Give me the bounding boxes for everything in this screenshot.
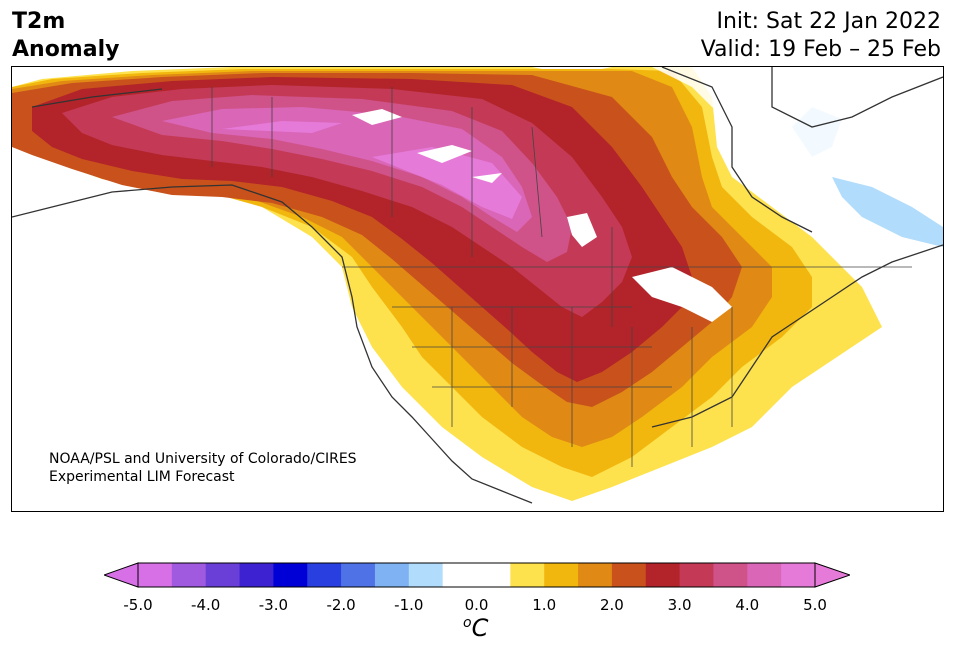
colorbar-tick-label: 5.0 [803,596,827,614]
colorbar-cell [645,563,681,587]
unit-degree: o [463,615,472,631]
colorbar-cell [544,563,579,587]
map-canvas [12,67,943,511]
colorbar-cell [679,563,714,587]
title-line-2: Anomaly [12,37,120,62]
colorbar-units: oC [463,614,488,642]
colorbar-cell [171,563,207,587]
colorbar-tick-labels: -5.0 -4.0 -3.0 -2.0 -1.0 0.0 1.0 2.0 3.0 4.0 5.0 [0,596,953,616]
colorbar-tick-label: 1.0 [532,596,557,614]
init-date: Init: Sat 22 Jan 2022 [716,9,941,34]
colorbar-cell [713,563,748,587]
colorbar-cell [239,563,274,587]
colorbar-tick-label: 4.0 [735,596,760,614]
colorbar-cell [611,563,647,587]
colorbar-cell [205,563,241,587]
valid-date-range: Valid: 19 Feb – 25 Feb [700,37,941,62]
credit-line-2: Experimental LIM Forecast [49,469,235,485]
colorbar-cell [476,563,511,587]
colorbar-cell [374,563,410,587]
colorbar-extend-high [814,562,850,588]
colorbar-cell [442,563,477,587]
anomaly-map: NOAA/PSL and University of Colorado/CIRE… [11,66,944,512]
colorbar-cell [747,563,782,587]
colorbar-cell [273,563,308,587]
title-line-1: T2m [12,9,66,34]
colorbar-tick-label: -1.0 [394,596,424,614]
forecast-dates: Init: Sat 22 Jan 2022 Valid: 19 Feb – 25… [701,8,941,64]
unit-celsius: C [471,614,489,642]
colorbar-tick-label: -2.0 [326,596,356,614]
map-title: T2m Anomaly [12,8,119,64]
colorbar-cell [510,563,545,587]
colorbar-tick-label: 3.0 [667,596,692,614]
colorbar-cell [578,563,613,587]
colorbar-cell [341,563,376,587]
colorbar-tick-label: 0.0 [464,596,489,614]
colorbar-cell [138,563,173,587]
colorbar-tick-label: -5.0 [123,596,153,614]
colorbar-tick-label: -4.0 [191,596,221,614]
colorbar-cell [781,563,816,587]
colorbar-tick-label: -3.0 [258,596,289,614]
colorbar [104,562,850,588]
colorbar-cell [408,563,444,587]
colorbar-cell [307,563,342,587]
colorbar-tick-label: 2.0 [599,596,624,614]
credit-line-1: NOAA/PSL and University of Colorado/CIRE… [49,451,357,467]
data-credit: NOAA/PSL and University of Colorado/CIRE… [49,450,357,486]
colorbar-extend-low [104,562,139,588]
